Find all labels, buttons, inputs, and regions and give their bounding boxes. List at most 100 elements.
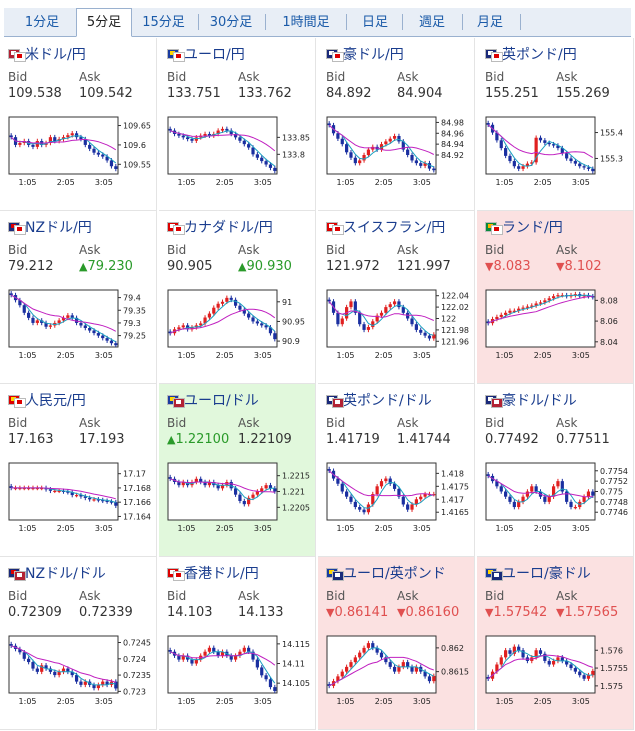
x-tick-label: 1:05 — [19, 351, 37, 360]
pair-title-link[interactable]: スイスフラン/円 — [326, 217, 445, 237]
tab-4[interactable]: 30分足 — [209, 15, 253, 30]
ask-price: 8.102 — [564, 259, 602, 274]
pair-title-link[interactable]: ユーロ/ドル — [167, 390, 259, 410]
candlestick-chart[interactable]: 79.4 79.35 79.3 79.25 1:05 2:05 3:05 — [8, 289, 152, 361]
candle-body — [582, 295, 586, 297]
candle-body — [423, 163, 427, 166]
rate-cell[interactable]: ユーロ/英ポンド Bid Ask ▼0.86141 ▼0.86160 0.862 0.861… — [318, 557, 475, 730]
ask-value: 133.762 — [238, 86, 292, 101]
tab-2[interactable]: 5分足 — [76, 8, 132, 37]
candlestick-chart[interactable]: 8.08 8.06 8.04 1:05 2:05 3:05 — [485, 289, 629, 361]
candlestick-chart[interactable]: 155.4 155.3 1:05 2:05 3:05 — [485, 116, 629, 188]
pair-title-link[interactable]: 豪ドル/ドル — [485, 390, 577, 410]
rate-cell[interactable]: NZドル/ドル Bid Ask 0.72309 0.72339 0.7245 0.724 0.… — [0, 557, 157, 730]
tab-3[interactable]: 15分足 — [142, 15, 185, 30]
rate-cell[interactable]: ユーロ/ドル Bid Ask ▲1.22100 1.22109 1.2215 1.221 1.… — [159, 384, 316, 557]
pair-title-link[interactable]: 英ポンド/ドル — [326, 390, 432, 410]
pair-title-link[interactable]: ランド/円 — [485, 217, 563, 237]
candlestick-chart[interactable]: 17.17 17.168 17.166 17.164 1:05 2:05 3:05 — [8, 462, 152, 534]
tab-6[interactable]: 日足 — [361, 15, 388, 30]
rate-cell[interactable]: 英ポンド/円 Bid Ask 155.251 155.269 155.4 155.3 1:05… — [477, 38, 634, 211]
candle-body — [92, 499, 96, 501]
candle-body — [264, 161, 268, 165]
ask-label: Ask — [238, 243, 260, 257]
candle-body — [40, 320, 44, 323]
ma-long-line — [10, 294, 117, 332]
candlestick-chart[interactable]: 91 90.95 90.9 1:05 2:05 3:05 — [167, 289, 311, 361]
ask-price: 90.930 — [246, 259, 292, 274]
candle-body — [57, 490, 61, 492]
candlestick-chart[interactable]: 133.85 133.8 1:05 2:05 3:05 — [167, 116, 311, 188]
candlestick-chart[interactable]: 1.418 1.4175 1.417 1.4165 1:05 2:05 3:05 — [326, 462, 470, 534]
x-tick-label: 3:05 — [254, 697, 272, 706]
candlestick-chart[interactable]: 109.65 109.6 109.55 1:05 2:05 3:05 — [8, 116, 152, 188]
ask-value: ▼0.86160 — [397, 605, 459, 620]
tab-8[interactable]: 月足 — [476, 15, 503, 30]
rate-cell[interactable]: カナダドル/円 Bid Ask 90.905 ▲90.930 91 90.95 90.9 1:0… — [159, 211, 316, 384]
pair-title-link[interactable]: NZドル/円 — [8, 217, 92, 237]
rate-cell[interactable]: ランド/円 Bid Ask ▼8.083 ▼8.102 8.08 8.06 8.04 1:05 2… — [477, 211, 634, 384]
pair-name: カナダドル/円 — [184, 220, 273, 236]
candlestick-chart[interactable]: 0.862 0.8615 1:05 2:05 3:05 — [326, 635, 470, 707]
candlestick-chart[interactable]: 84.98 84.96 84.94 84.92 1:05 2:05 3:05 — [326, 116, 470, 188]
y-tick-label: 79.25 — [123, 332, 146, 341]
ask-value: 109.542 — [79, 86, 133, 101]
pair-title-link[interactable]: 香港ドル/円 — [167, 563, 259, 583]
candle-body — [388, 138, 392, 142]
candle-body — [504, 491, 508, 497]
ma-long-line — [487, 475, 593, 498]
x-tick-label: 1:05 — [178, 178, 196, 187]
candle-body — [35, 487, 39, 490]
pair-title-link[interactable]: ユーロ/円 — [167, 44, 245, 64]
rate-cell[interactable]: 豪ドル/円 Bid Ask 84.892 84.904 84.98 84.96 84.94 84… — [318, 38, 475, 211]
rate-cell[interactable]: 豪ドル/ドル Bid Ask 0.77492 0.77511 0.7754 0.7752 0.… — [477, 384, 634, 557]
pair-title-link[interactable]: 人民元/円 — [8, 390, 86, 410]
candle-body — [586, 675, 591, 679]
ask-price: 121.997 — [397, 259, 451, 274]
candle-body — [242, 501, 246, 505]
candle-body — [181, 655, 185, 660]
candle-body — [66, 315, 70, 318]
pair-title-link[interactable]: NZドル/ドル — [8, 563, 106, 583]
candlestick-chart[interactable]: 1.2215 1.221 1.2205 1:05 2:05 3:05 — [167, 462, 311, 534]
candlestick-chart[interactable]: 122.04 122.02 122 121.98 121.96 1:05 2:05 3:05 — [326, 289, 470, 361]
candlestick-chart[interactable]: 14.115 14.11 14.105 1:05 2:05 3:05 — [167, 635, 311, 707]
rate-cell[interactable]: ユーロ/豪ドル Bid Ask ▼1.57542 ▼1.57565 1.576 1.5755… — [477, 557, 634, 730]
rate-cell[interactable]: 人民元/円 Bid Ask 17.163 17.193 17.17 17.168 17.166… — [0, 384, 157, 557]
candle-body — [18, 487, 22, 490]
rate-cell[interactable]: スイスフラン/円 Bid Ask 121.972 121.997 122.04 122.02… — [318, 211, 475, 384]
pair-title-link[interactable]: 豪ドル/円 — [326, 44, 404, 64]
candle-body — [181, 482, 185, 486]
pair-title-link[interactable]: ユーロ/豪ドル — [485, 563, 591, 583]
pair-title-link[interactable]: 英ポンド/円 — [485, 44, 577, 64]
candle-body — [194, 325, 198, 328]
ma-long-line — [328, 656, 434, 687]
candle-body — [499, 140, 503, 149]
candle-body — [9, 486, 13, 488]
pair-name: 豪ドル/円 — [343, 47, 404, 63]
candle-body — [9, 293, 13, 296]
y-tick-label: 0.775 — [600, 488, 623, 497]
rate-cell[interactable]: ユーロ/円 Bid Ask 133.751 133.762 133.85 133.8 1:05… — [159, 38, 316, 211]
candle-body — [419, 163, 423, 166]
bid-value: ▼0.86141 — [326, 605, 388, 620]
rate-grid: 米ドル/円 Bid Ask 109.538 109.542 109.65 109.6 109.… — [0, 38, 635, 731]
rate-cell[interactable]: 米ドル/円 Bid Ask 109.538 109.542 109.65 109.6 109.… — [0, 38, 157, 211]
up-arrow-icon: ▲ — [238, 260, 247, 273]
tab-7[interactable]: 週足 — [418, 15, 445, 30]
rate-cell[interactable]: NZドル/円 Bid Ask 79.212 ▲79.230 79.4 79.35 79.3 79… — [0, 211, 157, 384]
pair-title-link[interactable]: ユーロ/英ポンド — [326, 563, 446, 583]
pair-title-link[interactable]: 米ドル/円 — [8, 44, 86, 64]
pair-title-link[interactable]: カナダドル/円 — [167, 217, 273, 237]
au-jp-flag-icon — [326, 49, 344, 62]
tab-1[interactable]: 1分足 — [24, 15, 60, 30]
tab-5[interactable]: 1時間足 — [282, 15, 330, 30]
candlestick-chart[interactable]: 1.576 1.5755 1.575 1:05 2:05 3:05 — [485, 635, 629, 707]
rate-cell[interactable]: 香港ドル/円 Bid Ask 14.103 14.133 14.115 14.11 14.10… — [159, 557, 316, 730]
rate-cell[interactable]: 英ポンド/ドル Bid Ask 1.41719 1.41744 1.418 1.4175 1.… — [318, 384, 475, 557]
candle-body — [569, 664, 573, 669]
candle-body — [565, 660, 569, 665]
candle-body — [582, 675, 586, 679]
candlestick-chart[interactable]: 0.7245 0.724 0.7235 0.723 1:05 2:05 3:05 — [8, 635, 152, 707]
